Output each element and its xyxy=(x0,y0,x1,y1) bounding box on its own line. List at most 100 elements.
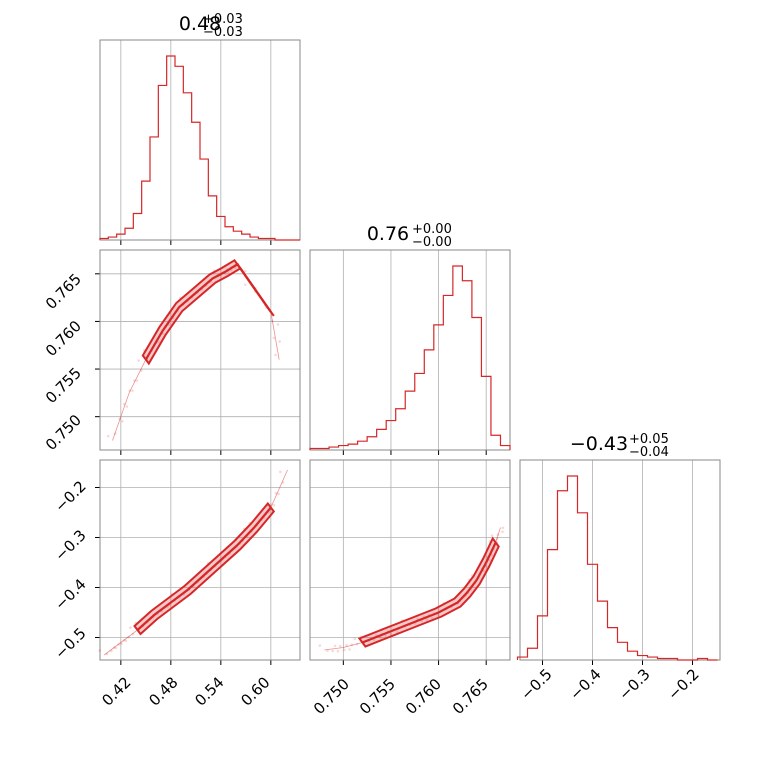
sample-point xyxy=(395,630,399,634)
histogram-param-1 xyxy=(309,265,511,450)
title-param-1-plus: +0.00 xyxy=(412,222,452,237)
sample-point xyxy=(336,649,340,653)
sample-point xyxy=(114,646,118,650)
panel-r0-c0 xyxy=(99,39,301,245)
sample-point xyxy=(278,340,281,343)
panel-r2-c0 xyxy=(95,459,301,665)
sample-point xyxy=(277,492,280,496)
panel-r1-c1 xyxy=(309,249,511,455)
title-param-0-minus: −0.03 xyxy=(203,25,243,40)
sample-point xyxy=(135,379,139,382)
sample-point xyxy=(437,613,440,617)
sample-point xyxy=(425,618,429,621)
panel-r2-c2 xyxy=(519,459,721,665)
panel-frame xyxy=(99,249,301,451)
sample-point xyxy=(124,639,128,642)
panel-frame xyxy=(99,459,301,661)
sample-point xyxy=(279,470,282,474)
contour-outer xyxy=(357,536,500,648)
scatter-r2-c1 xyxy=(318,526,505,653)
sample-point xyxy=(98,649,102,652)
contour-inner xyxy=(361,542,497,644)
y-tick-label: −0.3 xyxy=(51,526,89,564)
histogram-param-0 xyxy=(99,55,300,241)
x-tick-label: 0.42 xyxy=(98,673,134,709)
x-tick-label: 0.54 xyxy=(191,673,227,709)
sample-point xyxy=(338,644,342,648)
y-tick-labels-row1: 0.765 0.760 0.755 0.750 xyxy=(42,270,85,454)
sample-point xyxy=(106,434,110,438)
sample-point xyxy=(353,637,357,641)
contour-outer xyxy=(141,258,275,366)
sample-point xyxy=(345,644,348,647)
x-tick-label: 0.48 xyxy=(145,673,181,709)
panel-grid xyxy=(100,250,300,450)
x-tick-label: −0.2 xyxy=(664,665,702,703)
sample-point xyxy=(121,420,124,423)
panel-grid xyxy=(342,250,487,450)
sample-point xyxy=(244,283,247,286)
panel-r1-c0 xyxy=(95,249,301,455)
x-tick-labels-col1: 0.750 0.755 0.760 0.765 xyxy=(310,675,492,718)
ridge-line xyxy=(112,263,280,441)
sample-point xyxy=(384,634,387,638)
title-param-2-plus: +0.05 xyxy=(629,432,669,447)
y-tick-label: 0.750 xyxy=(42,411,85,454)
sample-point xyxy=(272,504,276,507)
panels xyxy=(95,39,721,665)
y-tick-label: 0.765 xyxy=(42,270,85,313)
sample-point xyxy=(131,389,134,392)
scatter-r1-c0 xyxy=(106,258,281,441)
x-tick-labels-col2: −0.5 −0.4 −0.3 −0.2 xyxy=(517,665,702,703)
y-tick-label: −0.2 xyxy=(51,477,89,515)
sample-point xyxy=(333,644,337,648)
sample-point xyxy=(348,648,351,651)
sample-point xyxy=(318,644,322,647)
title-param-1-minus: −0.00 xyxy=(412,235,452,250)
y-tick-label: 0.755 xyxy=(42,364,85,407)
x-tick-label: 0.755 xyxy=(356,675,399,718)
sample-point xyxy=(331,649,335,653)
title-param-0: 0.48 xyxy=(179,13,221,35)
panel-frame xyxy=(309,459,511,661)
ridge-line xyxy=(324,527,501,651)
y-tick-label: −0.5 xyxy=(51,624,89,662)
sample-point xyxy=(129,626,132,629)
sample-point xyxy=(125,405,129,408)
sample-point xyxy=(482,569,486,573)
contour-outer xyxy=(133,501,276,636)
x-tick-label: 0.60 xyxy=(237,673,273,709)
sample-point xyxy=(430,616,434,620)
sample-point xyxy=(274,353,277,357)
y-tick-label: −0.4 xyxy=(51,575,89,613)
sample-point xyxy=(137,359,140,362)
sample-point xyxy=(389,633,393,636)
scatter-r2-c0 xyxy=(98,469,288,656)
sample-point xyxy=(120,642,123,646)
panel-frame xyxy=(99,39,301,241)
sample-point xyxy=(490,534,494,537)
x-tick-label: 0.750 xyxy=(310,675,353,718)
sample-point xyxy=(501,526,505,530)
sample-point xyxy=(343,648,346,652)
sample-point xyxy=(488,559,491,562)
x-tick-label: −0.3 xyxy=(615,665,653,703)
title-param-0-plus: +0.03 xyxy=(203,12,243,27)
sample-point xyxy=(272,336,276,340)
sample-point xyxy=(157,340,160,344)
title-param-1: 0.76 xyxy=(367,223,409,245)
x-tick-label: 0.760 xyxy=(402,675,445,718)
panel-grid xyxy=(120,40,272,240)
x-tick-labels-col0: 0.42 0.48 0.54 0.60 xyxy=(98,673,273,709)
sample-point xyxy=(276,323,280,326)
y-tick-label: 0.760 xyxy=(42,317,85,360)
sample-point xyxy=(243,269,247,273)
y-tick-labels-row2: −0.2 −0.3 −0.4 −0.5 xyxy=(51,477,89,662)
ridge-line xyxy=(103,469,288,656)
panel-frame xyxy=(519,459,721,661)
panel-grid xyxy=(100,460,300,660)
sample-point xyxy=(501,530,504,533)
panel-frame xyxy=(309,249,511,451)
title-param-2-minus: −0.04 xyxy=(629,445,669,460)
